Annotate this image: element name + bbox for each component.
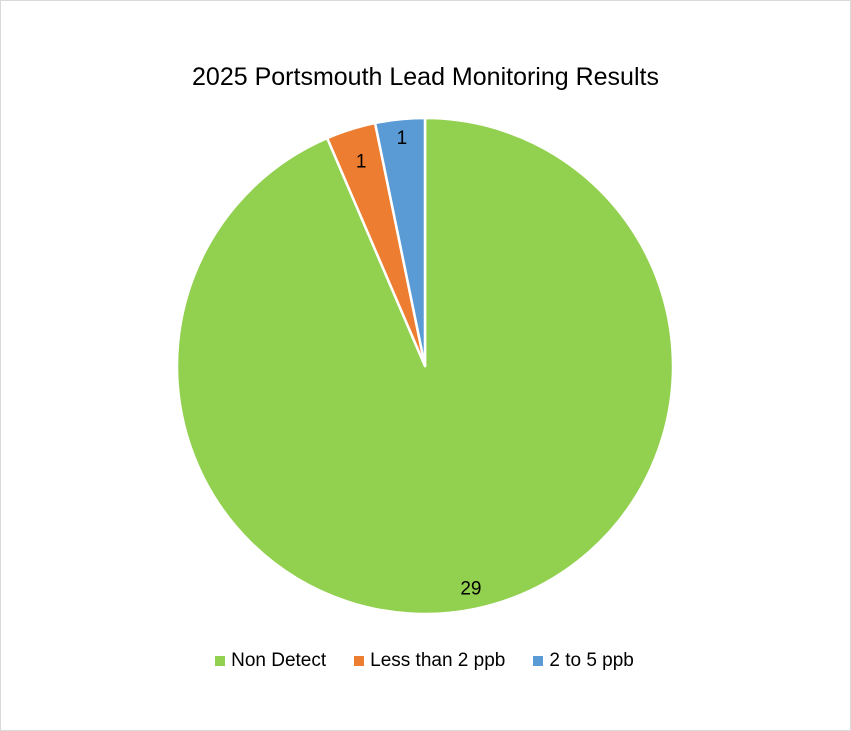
legend-item-less-than-2-ppb: Less than 2 ppb [354, 650, 505, 672]
legend-swatch-non-detect [215, 656, 226, 666]
legend-item-2-to-5-ppb: 2 to 5 ppb [533, 650, 634, 672]
data-label-less-than-2-ppb: 1 [356, 152, 367, 173]
legend-swatch-2-to-5-ppb [533, 656, 544, 666]
legend-item-non-detect: Non Detect [215, 650, 326, 672]
data-label-2-to-5-ppb: 1 [397, 128, 408, 149]
data-label-non-detect: 29 [460, 579, 481, 600]
legend-label-non-detect: Non Detect [231, 650, 327, 671]
legend-label-2-to-5-ppb: 2 to 5 ppb [549, 650, 634, 671]
legend-label-less-than-2-ppb: Less than 2 ppb [370, 650, 506, 671]
pie-slice-2-to-5-ppb [373, 116, 427, 368]
chart-title: 2025 Portsmouth Lead Monitoring Results [192, 63, 659, 91]
legend-swatch-less-than-2-ppb [354, 656, 365, 666]
chart-legend: Non Detect Less than 2 ppb 2 to 5 ppb [0, 650, 849, 672]
